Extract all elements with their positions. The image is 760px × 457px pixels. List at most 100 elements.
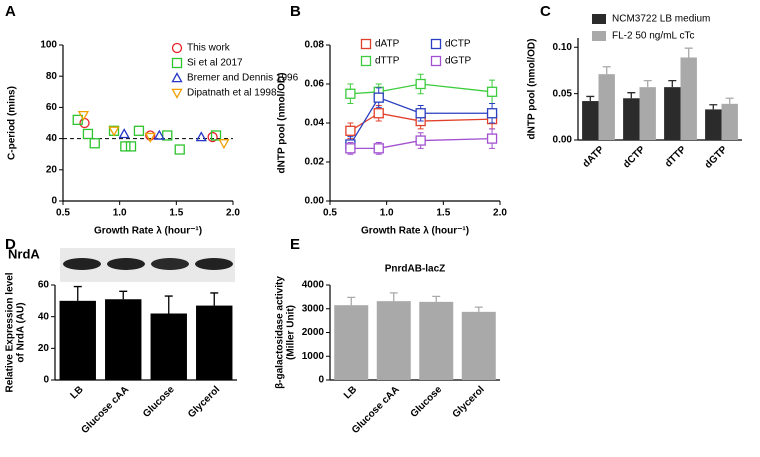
legend-label: Si et al 2017 (187, 58, 243, 69)
blot-band (107, 258, 145, 270)
error-bar (474, 306, 483, 312)
x-tick-label: Glucose cAA (79, 384, 131, 436)
blot-band (151, 258, 189, 270)
marker (82, 128, 94, 140)
marker (195, 131, 207, 142)
bar (419, 301, 454, 380)
marker (77, 110, 90, 122)
x-tick-label: LB (69, 384, 86, 401)
error-bar (432, 295, 441, 302)
marker (486, 133, 498, 144)
marker (486, 86, 498, 97)
x-axis-label: Growth Rate λ (hour⁻¹) (361, 226, 469, 237)
bar (721, 103, 738, 140)
error-bar (389, 292, 398, 302)
legend-label: dATP (375, 39, 400, 50)
y-axis-label: Relative Expression level (5, 272, 16, 392)
x-tick-label: 1.5 (169, 208, 183, 219)
marker (79, 117, 90, 129)
y-tick-label: 40 (38, 311, 50, 322)
legend-label: dGTP (445, 56, 471, 67)
x-tick-label: Glycerol (186, 384, 222, 420)
error-bar (164, 295, 173, 314)
marker (108, 126, 120, 137)
legend-label: dCTP (445, 39, 471, 50)
bar (623, 98, 640, 140)
x-tick-label: Glucose (409, 384, 445, 420)
marker (415, 108, 426, 119)
marker (120, 141, 131, 152)
y-tick-label: 0 (51, 196, 57, 207)
marker (430, 38, 442, 50)
marker (218, 139, 230, 150)
error-bar (684, 47, 693, 58)
marker (345, 88, 356, 99)
panel-label: D (5, 236, 16, 253)
marker (210, 130, 222, 141)
y-tick-label: 0.00 (553, 135, 573, 146)
bar (461, 311, 496, 380)
y-tick-label: 0.06 (305, 79, 325, 90)
y-axis-label: C-period (mins) (7, 86, 18, 160)
x-tick-label: dGTP (703, 144, 730, 171)
legend-label: FL-2 50 ng/mL cTc (612, 31, 694, 42)
x-axis-label: Growth Rate λ (hour⁻¹) (94, 226, 202, 237)
y-axis-label: dNTP pool (nmol/OD) (527, 39, 538, 140)
y-tick-label: 60 (38, 280, 50, 291)
y-tick-label: 60 (46, 102, 58, 113)
marker (360, 55, 372, 67)
panel-label: C (540, 3, 551, 20)
marker (89, 138, 100, 149)
marker (72, 114, 83, 126)
y-tick-label: 0 (43, 375, 49, 386)
error-bar (586, 95, 595, 102)
error-bar (643, 80, 652, 88)
marker (125, 141, 137, 152)
y-tick-label: 20 (46, 164, 58, 175)
error-bar (602, 66, 611, 75)
x-tick-label: Glycerol (451, 384, 487, 420)
x-tick-label: 0.5 (323, 208, 337, 219)
chart-title: PnrdAB-lacZ (385, 264, 446, 275)
panel-label: E (290, 236, 300, 253)
marker (162, 130, 173, 141)
y-tick-label: 0.00 (305, 196, 325, 207)
marker (373, 92, 384, 103)
x-tick-label: 0.5 (56, 208, 70, 219)
legend-label: NCM3722 LB medium (612, 14, 710, 25)
bar (59, 300, 96, 380)
bar (664, 87, 681, 140)
y-tick-label: 0.08 (305, 40, 325, 51)
marker (171, 72, 183, 83)
y-axis-label: (Miller Unit) (286, 305, 297, 360)
y-tick-label: 3000 (302, 303, 325, 314)
marker (171, 42, 183, 54)
marker (373, 143, 384, 154)
bar (582, 101, 599, 140)
marker (171, 57, 183, 69)
bar (598, 74, 615, 140)
line (349, 96, 493, 145)
error-bar (347, 296, 356, 306)
y-tick-label: 0.10 (553, 42, 573, 53)
blot-label: NrdA (8, 246, 40, 261)
marker (144, 132, 156, 143)
legend-label: Dipatnath et al 1998 (187, 88, 277, 99)
y-tick-label: 100 (40, 40, 57, 51)
bar (705, 109, 722, 140)
x-tick-label: 1.0 (113, 208, 127, 219)
marker (415, 78, 426, 90)
bar (150, 313, 187, 380)
panel-label: B (290, 3, 301, 20)
line (350, 83, 493, 95)
y-axis-label: dNTP pool (nmol/OD) (277, 73, 288, 174)
blot-band (195, 258, 233, 270)
marker (171, 88, 183, 99)
marker (118, 128, 130, 139)
marker (415, 135, 426, 146)
y-tick-label: 0.05 (553, 88, 573, 99)
x-tick-label: dTTP (663, 144, 689, 170)
bar (196, 305, 233, 380)
legend-label: dTTP (375, 56, 400, 67)
